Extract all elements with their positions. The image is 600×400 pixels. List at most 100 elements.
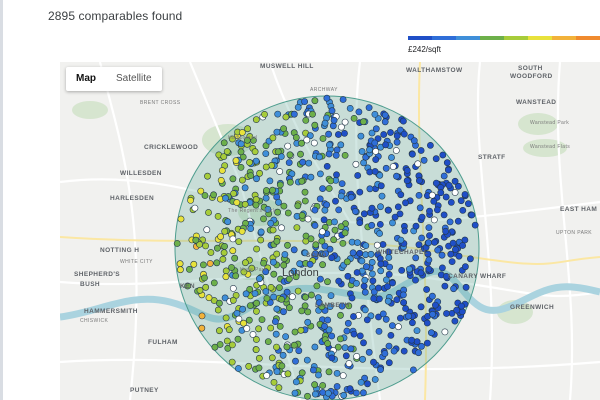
comparable-marker[interactable] bbox=[392, 147, 400, 154]
comparable-marker[interactable] bbox=[325, 185, 333, 192]
comparable-marker[interactable] bbox=[196, 240, 203, 248]
comparable-marker[interactable] bbox=[408, 150, 416, 158]
comparable-marker[interactable] bbox=[201, 274, 208, 282]
comparable-marker[interactable] bbox=[442, 227, 449, 235]
comparable-marker[interactable] bbox=[190, 260, 198, 268]
comparable-marker[interactable] bbox=[224, 218, 232, 226]
comparable-marker[interactable] bbox=[273, 343, 280, 351]
comparable-marker[interactable] bbox=[211, 343, 219, 351]
comparable-marker[interactable] bbox=[370, 358, 377, 366]
comparable-marker[interactable] bbox=[243, 136, 251, 144]
comparable-marker[interactable] bbox=[358, 148, 366, 155]
comparable-marker[interactable] bbox=[205, 294, 213, 302]
comparable-marker[interactable] bbox=[415, 349, 422, 357]
comparable-marker[interactable] bbox=[354, 239, 361, 246]
comparable-marker[interactable] bbox=[326, 245, 334, 253]
comparable-marker[interactable] bbox=[393, 132, 401, 140]
comparable-marker[interactable] bbox=[270, 293, 277, 301]
comparable-marker[interactable] bbox=[307, 235, 315, 243]
comparable-marker[interactable] bbox=[361, 306, 369, 314]
comparable-marker[interactable] bbox=[319, 135, 327, 142]
comparable-marker[interactable] bbox=[413, 327, 421, 334]
comparable-marker[interactable] bbox=[246, 159, 253, 166]
comparable-marker[interactable] bbox=[357, 132, 365, 140]
comparable-marker[interactable] bbox=[221, 294, 229, 302]
comparable-marker[interactable] bbox=[418, 234, 425, 242]
comparable-marker[interactable] bbox=[423, 286, 430, 293]
comparable-marker[interactable] bbox=[367, 250, 375, 258]
comparable-marker[interactable] bbox=[269, 186, 276, 194]
comparable-marker[interactable] bbox=[410, 137, 418, 145]
comparable-marker[interactable] bbox=[384, 297, 392, 305]
comparable-marker[interactable] bbox=[197, 187, 205, 195]
comparable-marker[interactable] bbox=[311, 250, 319, 258]
comparable-marker[interactable] bbox=[334, 131, 342, 138]
comparable-marker[interactable] bbox=[321, 242, 329, 250]
comparable-marker[interactable] bbox=[279, 351, 287, 359]
comparable-marker[interactable] bbox=[451, 177, 459, 185]
comparable-marker[interactable] bbox=[337, 123, 345, 131]
comparable-marker[interactable] bbox=[192, 236, 200, 244]
comparable-marker[interactable] bbox=[442, 272, 450, 280]
comparable-marker[interactable] bbox=[331, 218, 338, 226]
comparable-marker[interactable] bbox=[191, 204, 199, 212]
comparable-marker[interactable] bbox=[339, 239, 347, 247]
comparable-marker[interactable] bbox=[389, 279, 396, 287]
comparable-marker[interactable] bbox=[353, 279, 360, 287]
comparable-marker[interactable] bbox=[412, 254, 420, 262]
comparable-marker[interactable] bbox=[273, 305, 281, 313]
comparable-marker[interactable] bbox=[269, 134, 277, 142]
comparable-marker[interactable] bbox=[324, 278, 331, 286]
comparable-marker[interactable] bbox=[342, 352, 350, 360]
comparable-marker[interactable] bbox=[323, 94, 331, 102]
comparable-marker[interactable] bbox=[255, 354, 263, 362]
comparable-marker[interactable] bbox=[441, 282, 449, 290]
comparable-marker[interactable] bbox=[298, 307, 306, 315]
comparable-marker[interactable] bbox=[207, 249, 215, 256]
comparable-marker[interactable] bbox=[339, 372, 347, 379]
comparable-marker[interactable] bbox=[210, 279, 218, 287]
comparable-marker[interactable] bbox=[364, 380, 371, 388]
comparable-marker[interactable] bbox=[337, 141, 345, 149]
comparable-marker[interactable] bbox=[230, 190, 237, 197]
comparable-marker[interactable] bbox=[447, 250, 455, 258]
comparable-marker[interactable] bbox=[184, 282, 191, 290]
comparable-marker[interactable] bbox=[376, 171, 384, 179]
comparable-marker[interactable] bbox=[278, 295, 285, 303]
comparable-marker[interactable] bbox=[294, 202, 302, 210]
comparable-marker[interactable] bbox=[431, 301, 439, 309]
comparable-marker[interactable] bbox=[319, 185, 326, 192]
comparable-marker[interactable] bbox=[290, 246, 298, 254]
comparable-marker[interactable] bbox=[402, 305, 409, 312]
comparable-marker[interactable] bbox=[455, 252, 463, 260]
comparable-marker[interactable] bbox=[319, 382, 327, 389]
comparable-marker[interactable] bbox=[438, 264, 446, 272]
comparable-marker[interactable] bbox=[431, 238, 438, 246]
comparable-marker[interactable] bbox=[281, 251, 289, 258]
comparable-marker[interactable] bbox=[453, 306, 461, 314]
comparable-marker[interactable] bbox=[276, 181, 284, 189]
comparable-marker[interactable] bbox=[264, 205, 272, 213]
comparable-marker[interactable] bbox=[241, 259, 249, 267]
comparable-marker[interactable] bbox=[365, 348, 373, 356]
comparable-marker[interactable] bbox=[341, 118, 349, 126]
comparable-marker[interactable] bbox=[351, 207, 359, 215]
comparable-marker[interactable] bbox=[176, 260, 184, 268]
comparable-marker[interactable] bbox=[321, 119, 329, 127]
comparable-marker[interactable] bbox=[349, 249, 357, 257]
comparable-marker[interactable] bbox=[352, 160, 360, 168]
comparable-marker[interactable] bbox=[376, 230, 383, 237]
comparable-marker[interactable] bbox=[393, 138, 401, 146]
map-type-satellite-button[interactable]: Satellite bbox=[116, 73, 152, 84]
comparable-marker[interactable] bbox=[405, 265, 413, 273]
comparable-marker[interactable] bbox=[337, 311, 344, 319]
comparable-marker[interactable] bbox=[241, 200, 249, 208]
comparable-marker[interactable] bbox=[427, 329, 435, 337]
comparable-marker[interactable] bbox=[292, 134, 300, 141]
comparable-marker[interactable] bbox=[338, 180, 346, 187]
comparable-marker[interactable] bbox=[415, 241, 423, 249]
comparable-marker[interactable] bbox=[286, 151, 294, 159]
comparable-marker[interactable] bbox=[204, 172, 211, 180]
comparable-marker[interactable] bbox=[382, 141, 389, 149]
comparable-marker[interactable] bbox=[327, 292, 335, 299]
